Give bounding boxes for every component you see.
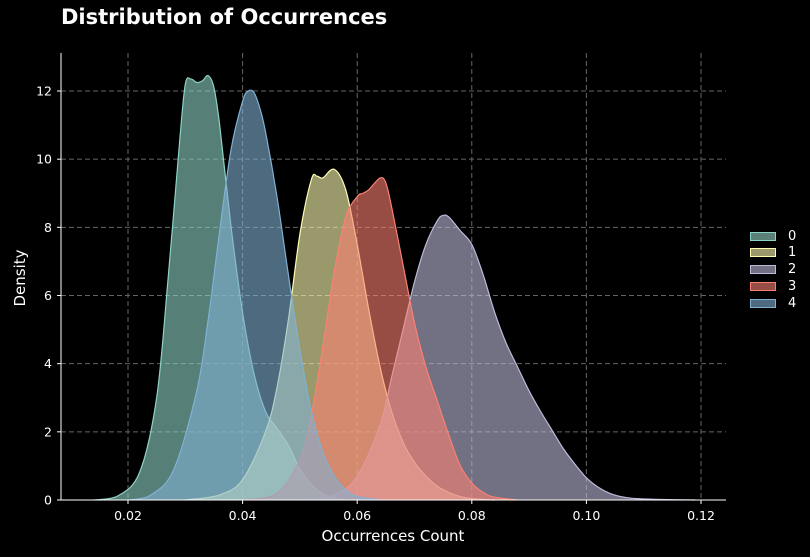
y-axis-label: Density — [11, 249, 29, 307]
x-tick-label: 0.06 — [343, 508, 371, 523]
y-tick-label: 12 — [36, 84, 52, 99]
legend-label: 0 — [788, 228, 797, 244]
x-axis-label: Occurrences Count — [321, 527, 465, 545]
x-tick-label: 0.12 — [687, 508, 715, 523]
legend-label: 1 — [788, 245, 797, 261]
legend-label: 3 — [788, 278, 797, 294]
legend-item-1: 1 — [750, 245, 796, 261]
legend-swatch — [750, 248, 776, 258]
y-tick-label: 4 — [44, 356, 52, 371]
y-tick-label: 8 — [44, 220, 52, 235]
legend-label: 2 — [788, 262, 797, 278]
density-area-4 — [128, 90, 381, 500]
legend-item-4: 4 — [750, 295, 796, 311]
legend-swatch — [750, 231, 776, 241]
legend-label: 4 — [788, 295, 797, 311]
legend-item-3: 3 — [750, 278, 796, 294]
x-tick-label: 0.02 — [114, 508, 142, 523]
density-line-3 — [242, 176, 518, 501]
density-line-4 — [127, 89, 381, 501]
y-tick-label: 6 — [44, 288, 52, 303]
legend-item-0: 0 — [750, 228, 796, 244]
x-tick-label: 0.04 — [229, 508, 257, 523]
axes: 0.02 0.04 0.06 0.08 0.10 0.12 0 2 4 6 8 10 12 — [36, 53, 726, 523]
legend-swatch — [750, 265, 776, 275]
y-tick-label: 10 — [36, 152, 52, 167]
x-tick-label: 0.08 — [458, 508, 486, 523]
density-areas — [93, 74, 696, 501]
legend-item-2: 2 — [750, 262, 796, 278]
x-tick-label: 0.10 — [572, 508, 600, 523]
legend-swatch — [750, 298, 776, 308]
legend-swatch — [750, 281, 776, 291]
chart-title: Distribution of Occurrences — [61, 5, 388, 29]
y-tick-label: 2 — [44, 424, 52, 439]
y-tick-label: 0 — [44, 493, 52, 508]
